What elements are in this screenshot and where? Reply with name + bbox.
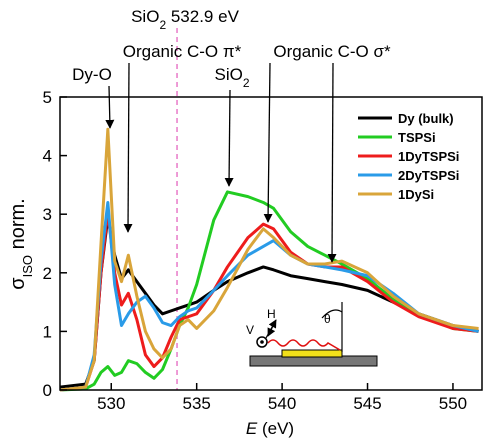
annotation-text: Dy-O (72, 65, 112, 84)
annotation-text: SiO (214, 65, 242, 84)
annotation-arrow (327, 62, 337, 263)
y-tick-label: 5 (43, 88, 52, 107)
inset-v-dot (260, 340, 264, 344)
annotation-arrow (105, 85, 115, 129)
annotation-text: Organic C-O π* (123, 42, 242, 61)
x-tick-label: 530 (97, 394, 125, 413)
x-tick-label: 550 (439, 394, 467, 413)
annotation-sub: 2 (243, 76, 250, 90)
y-tick-label: 2 (43, 264, 52, 283)
annotation-text: Organic C-O σ* (273, 42, 391, 61)
annotation: SiO2 (214, 65, 249, 90)
x-label-rest: (eV) (257, 419, 294, 438)
legend-label: 1DyTSPSi (398, 149, 459, 164)
annotation: Organic C-O σ* (273, 42, 391, 61)
legend-label: 2DyTSPSi (398, 168, 459, 183)
x-tick-label: 535 (182, 394, 210, 413)
inset-beam (267, 339, 341, 351)
x-tick-label: 545 (353, 394, 381, 413)
x-tick-label: 540 (268, 394, 296, 413)
y-tick-label: 1 (43, 322, 52, 341)
annotation-sub: 2 (159, 18, 166, 32)
x-axis-label: E (eV) (246, 419, 294, 438)
series-line (59, 127, 479, 392)
legend-label: Dy (bulk) (398, 111, 454, 126)
y-label-main: σ (7, 277, 29, 290)
inset-h-pol2 (267, 319, 277, 337)
plot-frame (59, 96, 483, 391)
annotation: Organic C-O π* (123, 42, 242, 61)
annotation-arrow (263, 62, 273, 223)
y-tick-label: 3 (43, 205, 52, 224)
y-label-sub: ISO (20, 255, 35, 277)
annotation-arrow (224, 89, 234, 187)
annotation-text: SiO (131, 7, 159, 26)
y-tick-label: 4 (43, 147, 52, 166)
annotation: SiO2 532.9 eV (131, 7, 239, 32)
annotation-arrow (123, 62, 133, 233)
y-tick-label: 0 (43, 381, 52, 400)
x-label-italic: E (246, 419, 258, 438)
inset-sample (281, 349, 343, 358)
inset-label: H (267, 307, 276, 321)
legend-label: 1DySi (398, 187, 434, 202)
series-line (59, 190, 479, 392)
inset-label: V (246, 323, 254, 337)
inset-angle-arc (321, 309, 343, 319)
y-label-after: norm. (7, 198, 29, 255)
annotation-after: 532.9 eV (166, 7, 239, 26)
y-axis-label: σISO norm. (7, 198, 35, 289)
legend-label: TSPSi (398, 130, 436, 145)
series-line (59, 200, 479, 392)
annotation: Dy-O (72, 65, 112, 84)
inset-label: θ (324, 312, 331, 326)
